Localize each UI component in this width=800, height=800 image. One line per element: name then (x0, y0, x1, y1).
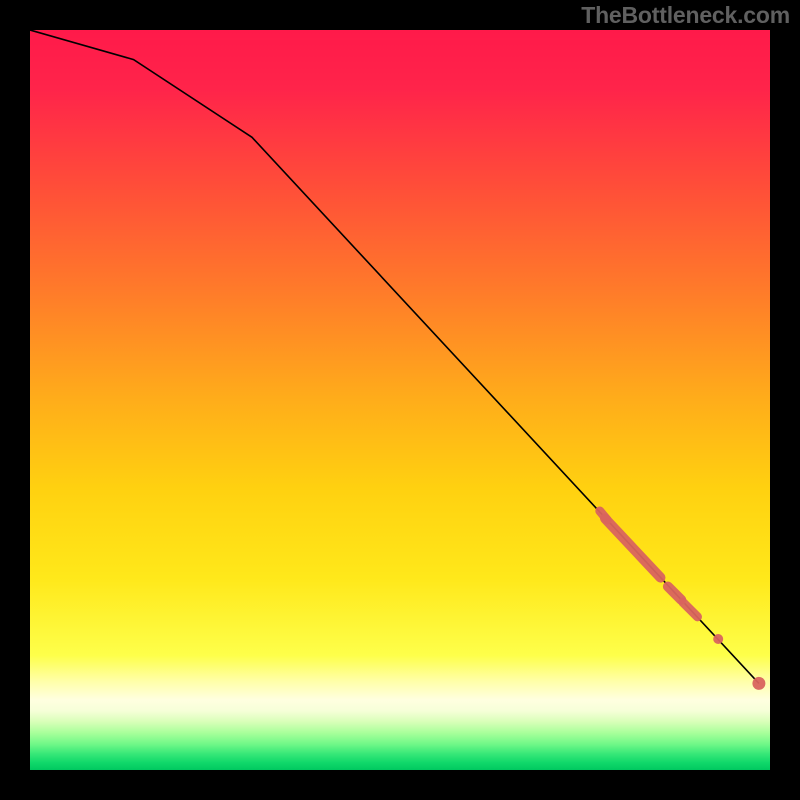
plot-area (30, 30, 770, 770)
curve-line (30, 30, 759, 683)
watermark-label: TheBottleneck.com (581, 2, 790, 29)
curve-marker-capsule (605, 518, 661, 577)
bottleneck-curve (30, 30, 770, 770)
curve-marker-capsule (600, 511, 607, 520)
curve-marker-capsule (683, 602, 698, 617)
curve-marker-dot (713, 634, 723, 644)
frame: TheBottleneck.com (0, 0, 800, 800)
curve-marker-dot (752, 677, 765, 690)
curve-marker-capsule (668, 586, 681, 599)
